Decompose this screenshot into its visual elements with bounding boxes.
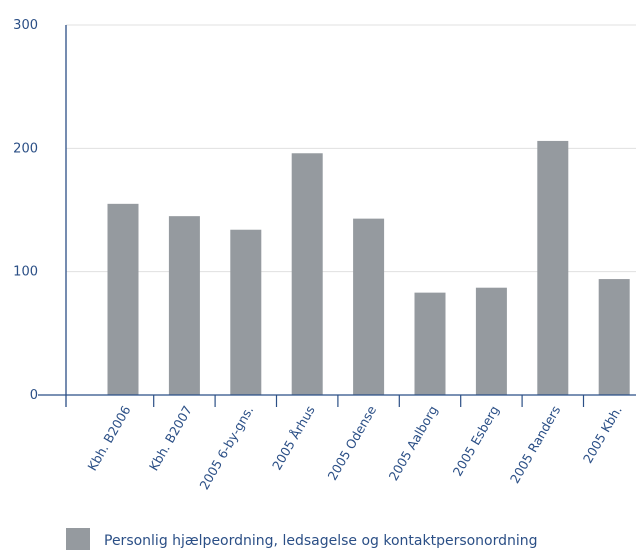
y-tick-labels: 0 100 200 300 <box>13 18 38 403</box>
bar <box>598 279 630 395</box>
y-tick-label: 200 <box>13 141 38 156</box>
x-tick-label: 2005 Esberg <box>450 403 502 479</box>
x-tick-label: Kbh. B2007 <box>146 403 195 473</box>
axes <box>38 25 636 407</box>
x-tick-labels: Kbh. B2006 Kbh. B2007 2005 6-by-gns. 2005 Å… <box>84 403 624 492</box>
bar <box>475 287 507 395</box>
x-tick-label: 2005 Århus <box>269 403 318 473</box>
x-tick-label: 2005 Randers <box>507 403 564 486</box>
bar <box>414 292 446 395</box>
legend: Personlig hjælpeordning, ledsagelse og k… <box>66 528 538 550</box>
bar <box>291 153 323 395</box>
y-tick-label: 300 <box>13 18 38 33</box>
bars <box>107 140 630 395</box>
x-tick-label: 2005 6-by-gns. <box>196 403 256 492</box>
legend-label: Personlig hjælpeordning, ledsagelse og k… <box>104 533 538 549</box>
legend-swatch <box>66 528 90 550</box>
bar <box>230 229 262 395</box>
y-tick-label: 0 <box>30 388 38 403</box>
x-tick-label: Kbh. B2006 <box>84 403 133 473</box>
bar <box>168 216 200 395</box>
bar <box>353 218 385 395</box>
x-tick-label: 2005 Kbh. <box>580 403 625 466</box>
y-tick-label: 100 <box>13 265 38 280</box>
x-tick-label: 2005 Aalborg <box>386 403 441 483</box>
x-tick-label: 2005 Odense <box>325 403 380 483</box>
bar <box>107 203 139 395</box>
bar <box>537 140 569 395</box>
